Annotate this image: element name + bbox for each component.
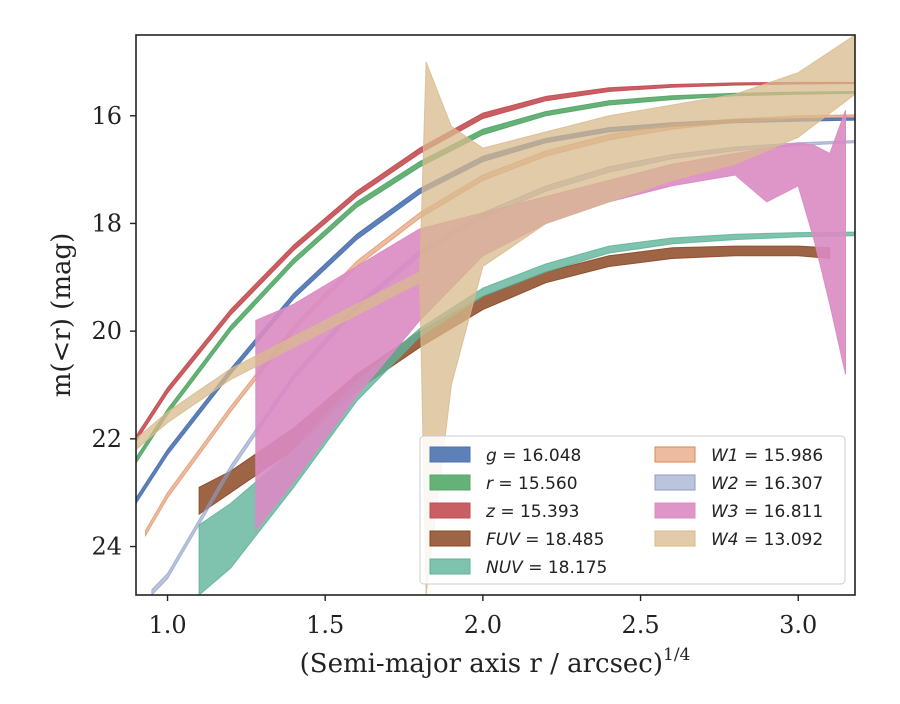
y-tick-label: 16 (91, 102, 122, 130)
legend-label: NUV = 18.175 (486, 558, 607, 578)
x-tick-label: 2.5 (621, 611, 659, 639)
legend-swatch (654, 530, 696, 547)
legend-swatch (429, 558, 471, 575)
y-tick-label: 22 (91, 425, 122, 453)
legend-label: W1 = 15.986 (711, 446, 823, 466)
y-tick-label: 20 (91, 317, 122, 345)
series-band-w4 (136, 35, 855, 595)
x-tick-label: 1.5 (306, 611, 344, 639)
legend-label: W2 = 16.307 (711, 474, 823, 494)
legend-label: W3 = 16.811 (711, 502, 823, 522)
y-tick-label: 24 (91, 533, 122, 561)
legend-box (419, 435, 846, 585)
legend-swatch (429, 446, 471, 463)
x-tick-label: 3.0 (779, 611, 817, 639)
x-tick-label: 2.0 (464, 611, 502, 639)
legend-swatch (654, 474, 696, 491)
legend-label: FUV = 18.485 (486, 530, 604, 550)
legend: g = 16.048 r = 15.560 z = 15.393 FUV = 18.4… (419, 435, 846, 585)
series-band-z (136, 81, 855, 443)
legend-item-w4: W4 = 13.092 (654, 530, 823, 550)
legend-item-g: g = 16.048 (429, 446, 581, 466)
y-tick-label: 18 (91, 209, 122, 237)
legend-label: z = 15.393 (485, 502, 579, 522)
legend-item-w2: W2 = 16.307 (654, 474, 823, 494)
legend-item-w3: W3 = 16.811 (654, 502, 823, 522)
legend-item-w1: W1 = 15.986 (654, 446, 823, 466)
y-axis-label: m(<r) (mag) (47, 233, 77, 398)
legend-swatch (429, 474, 471, 491)
legend-item-z: z = 15.393 (429, 502, 579, 522)
legend-label: r = 15.560 (486, 474, 578, 494)
series-band-r (136, 90, 855, 465)
legend-swatch (654, 446, 696, 463)
legend-swatch (429, 530, 471, 547)
x-axis-label-exponent: 1/4 (663, 645, 690, 665)
x-axis-label: (Semi-major axis r / arcsec)1/4 (300, 645, 691, 679)
legend-swatch (429, 502, 471, 519)
ticks-layer: 1.0 1.5 2.0 2.5 3.0 16 18 20 22 24 (91, 102, 817, 639)
legend-item-r: r = 15.560 (429, 474, 578, 494)
plot-frame (135, 34, 856, 596)
legend-item-nuv: NUV = 18.175 (429, 558, 607, 578)
legend-item-fuv: FUV = 18.485 (429, 530, 604, 550)
x-axis-label-text: (Semi-major axis r / arcsec) (300, 649, 663, 679)
legend-swatch (654, 502, 696, 519)
legend-label: W4 = 13.092 (711, 530, 823, 550)
series-layer (136, 35, 855, 595)
legend-label: g = 16.048 (486, 446, 581, 466)
x-tick-label: 1.0 (148, 611, 186, 639)
